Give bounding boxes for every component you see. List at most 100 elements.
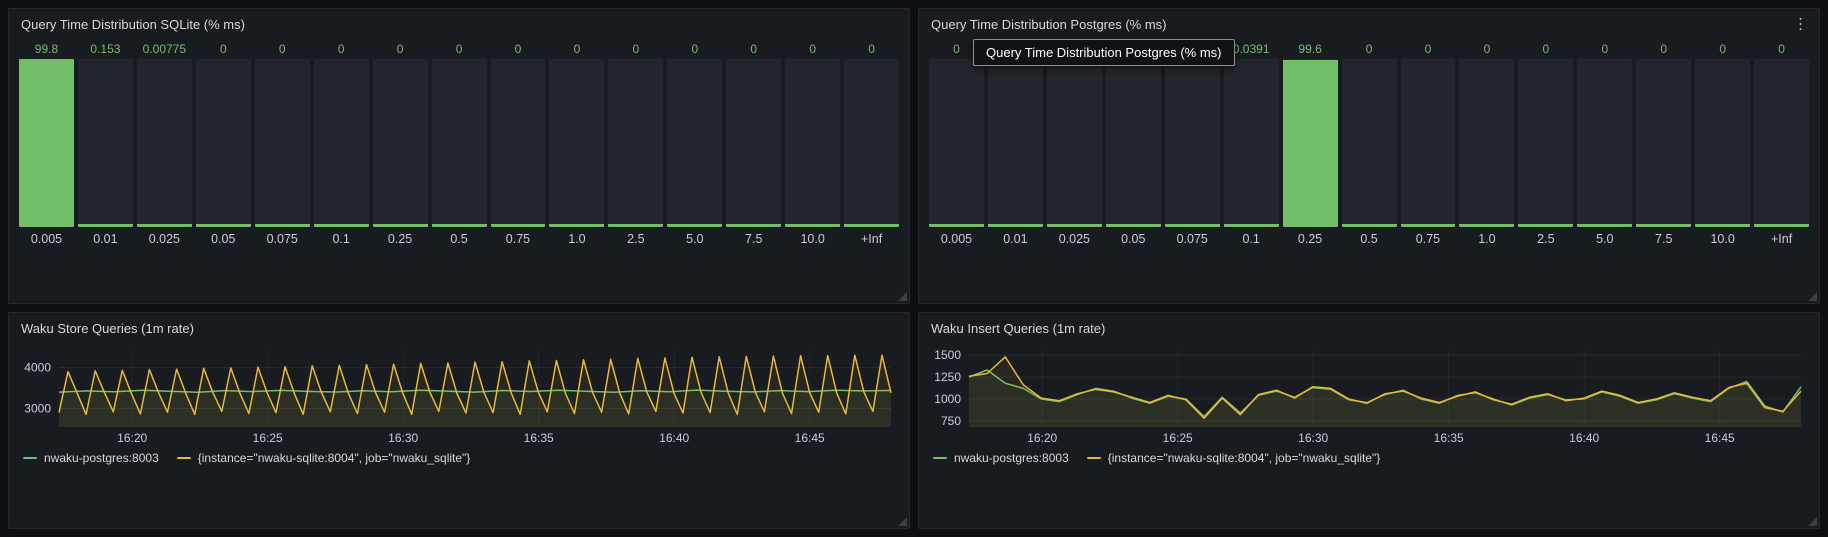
bar-gauge-track: [1459, 59, 1515, 227]
bar-gauge-fill: [254, 224, 310, 227]
bar-gauge-track: [1400, 59, 1456, 227]
bar-gauge-fill: [1754, 224, 1810, 227]
bar-gauge-fill: [1164, 224, 1220, 227]
bar-gauge-fill: [1518, 224, 1574, 227]
bar-gauge-fill: [372, 224, 428, 227]
bar-column: 0 0.005: [929, 39, 984, 251]
bar-column: 0 0.5: [431, 39, 487, 251]
x-tick-label: 16:35: [1434, 431, 1464, 445]
series-line: [58, 354, 892, 416]
panel-title[interactable]: Waku Insert Queries (1m rate): [931, 320, 1106, 336]
bar-gauge-track: [1341, 59, 1397, 227]
panel-title[interactable]: Query Time Distribution Postgres (% ms): [931, 16, 1167, 32]
bar-gauge-track: [1754, 59, 1810, 227]
panel-resize-handle[interactable]: [898, 517, 907, 526]
x-tick-label: 7.5: [745, 232, 763, 246]
x-tick-label: 16:20: [117, 431, 147, 445]
bar-value-label: 0: [514, 42, 522, 56]
bar-column: 0 +Inf: [1754, 39, 1810, 251]
bar-gauge-fill: [667, 224, 723, 227]
time-series-body: 3000 4000 16:20 16:25 16:30 16:35 16:40 16:45 n…: [9, 343, 909, 528]
bar-column: 00.025: [1046, 39, 1102, 251]
panel-title[interactable]: Query Time Distribution SQLite (% ms): [21, 16, 245, 32]
bar-gauge-track: [254, 59, 310, 227]
panel-resize-handle[interactable]: [898, 292, 907, 301]
x-tick-label: +Inf: [860, 232, 883, 246]
bar-value-label: 0: [691, 42, 699, 56]
bar-column: 99.6 0.25: [1282, 39, 1338, 251]
bar-column: 0 7.5: [726, 39, 782, 251]
panel-title-tooltip: Query Time Distribution Postgres (% ms): [973, 39, 1235, 66]
x-tick-label: 16:40: [1569, 431, 1599, 445]
x-tick-label: 16:30: [1298, 431, 1328, 445]
panel-menu-icon[interactable]: ⋮: [1793, 15, 1808, 33]
bar-column: 0 1.0: [1459, 39, 1515, 251]
bar-gauge-track: [490, 59, 546, 227]
bar-gauge-track: [929, 59, 984, 227]
time-series-svg: 750 1000 1250 1500 16:20 16:25 16:30 16:35 16:40…: [934, 348, 1802, 445]
bar-gauge-track: [431, 59, 487, 227]
bar-gauge-chart: 00.00500.0100.02500.0500.0750.03910.199.…: [919, 39, 1819, 303]
time-series-plot: 3000 4000 16:20 16:25 16:30 16:35 16:40 16:45: [13, 343, 905, 447]
y-tick-label: 750: [941, 414, 961, 428]
bar-gauge-fill: [1046, 224, 1102, 227]
bar-gauge-fill: [1282, 59, 1338, 227]
y-tick-label: 1000: [934, 392, 961, 406]
bar-gauge-track: [1164, 59, 1220, 227]
panel-query-time-postgres: Query Time Distribution Postgres (% ms) …: [918, 8, 1820, 304]
legend-item-label[interactable]: nwaku-postgres:8003: [44, 451, 159, 465]
x-tick-label: 0.01: [93, 232, 118, 246]
bar-gauge-track: [844, 59, 900, 227]
bar-value-label: 0.0391: [1232, 42, 1270, 56]
x-tick-label: 2.5: [1537, 232, 1555, 246]
bar-value-label: 0.153: [90, 42, 121, 56]
bar-gauge-track: [1577, 59, 1633, 227]
bar-gauge-track: [667, 59, 723, 227]
bar-column: 0 10.0: [1695, 39, 1751, 251]
bar-gauge-track: [1105, 59, 1161, 227]
bar-gauge-fill: [1459, 224, 1515, 227]
panel-waku-insert-queries: Waku Insert Queries (1m rate) 750 1000 125…: [918, 312, 1820, 529]
bar-gauge-track: [77, 59, 133, 227]
x-tick-label: 0.1: [1242, 232, 1260, 246]
bar-value-label: 99.6: [1298, 42, 1322, 56]
time-series-svg: 3000 4000 16:20 16:25 16:30 16:35 16:40 16:45: [24, 349, 892, 445]
x-tick-label: 0.75: [505, 232, 531, 246]
x-tick-label: 0.005: [940, 232, 973, 246]
legend: nwaku-postgres:8003 {instance="nwaku-sqli…: [9, 447, 909, 469]
bar-value-label: 0: [809, 42, 816, 56]
bar-value-label: 0: [573, 42, 581, 56]
x-tick-label: 0.025: [148, 232, 180, 246]
x-tick-label: 1.0: [1478, 232, 1496, 246]
x-tick-label: 5.0: [1596, 232, 1614, 246]
legend-item-label[interactable]: nwaku-postgres:8003: [954, 451, 1069, 465]
legend-color-swatch: [176, 457, 191, 459]
x-tick-label: 0.25: [1297, 232, 1323, 246]
bar-gauge-track: [785, 59, 841, 227]
bar-gauge-track: [1223, 59, 1279, 227]
legend-item-label[interactable]: {instance="nwaku-sqlite:8004", job="nwak…: [197, 451, 471, 465]
x-tick-label: 0.005: [30, 232, 63, 246]
bar-column: 0 1.0: [549, 39, 605, 251]
y-tick-label: 4000: [24, 360, 51, 374]
panel-resize-handle[interactable]: [1808, 517, 1817, 526]
panel-resize-handle[interactable]: [1808, 292, 1817, 301]
bar-gauge-track: [726, 59, 782, 227]
x-tick-label: 16:35: [524, 431, 554, 445]
bar-column: 00.05: [1105, 39, 1161, 251]
panel-title[interactable]: Waku Store Queries (1m rate): [21, 320, 194, 336]
bar-gauge-fill: [77, 224, 133, 227]
bar-gauge-fill: [195, 224, 251, 227]
x-tick-label: 1.0: [568, 232, 586, 246]
bar-column: 0 10.0: [785, 39, 841, 251]
bar-value-label: 0: [1719, 42, 1726, 56]
x-tick-label: 10.0: [800, 232, 825, 246]
bar-value-label: 0: [278, 42, 286, 56]
legend-item-label[interactable]: {instance="nwaku-sqlite:8004", job="nwak…: [1107, 451, 1381, 465]
x-tick-label: 0.025: [1058, 232, 1090, 246]
legend-item: {instance="nwaku-sqlite:8004", job="nwak…: [176, 451, 471, 465]
bar-value-label: 0: [953, 42, 960, 56]
series-area: [969, 370, 1801, 427]
legend: nwaku-postgres:8003 {instance="nwaku-sqli…: [919, 447, 1819, 469]
